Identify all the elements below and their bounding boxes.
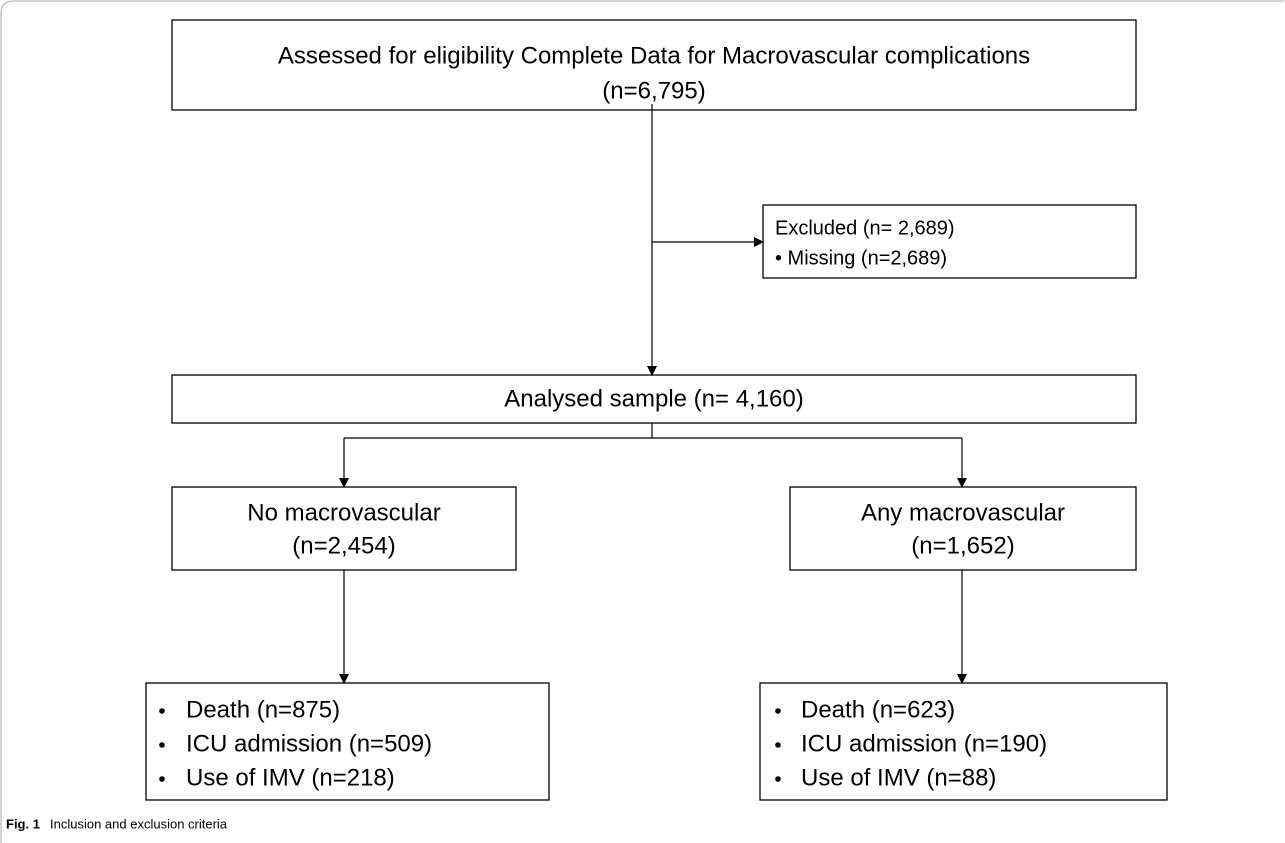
node-text: Use of IMV (n=218)	[186, 764, 395, 791]
node-text: Any macrovascular	[861, 499, 1065, 526]
box-excluded	[762, 204, 1137, 279]
bullet	[159, 708, 165, 714]
node-text: ICU admission (n=190)	[801, 730, 1047, 757]
node-text: Death (n=623)	[801, 696, 955, 723]
text-bg	[610, 80, 700, 104]
caption-text: Inclusion and exclusion criteria	[50, 816, 228, 831]
node-text: (n=6,795)	[602, 77, 705, 104]
bullet	[775, 708, 781, 714]
node-text: Assessed for eligibility Complete Data f…	[278, 42, 1030, 69]
bullet	[159, 776, 165, 782]
bullet	[159, 742, 165, 748]
node-text: (n=2,454)	[292, 532, 395, 559]
caption-label: Fig. 1	[6, 816, 40, 831]
bullet	[775, 776, 781, 782]
node-text: Death (n=875)	[186, 696, 340, 723]
bullet	[775, 742, 781, 748]
box-no-macro	[171, 486, 517, 571]
node-text: Excluded (n= 2,689)	[775, 217, 955, 239]
node-text: Analysed sample (n= 4,160)	[504, 385, 804, 412]
box-outcomes-left	[145, 682, 550, 801]
box-assessed	[171, 19, 1137, 111]
node-text: ICU admission (n=509)	[186, 730, 432, 757]
box-any-macro	[789, 486, 1137, 571]
node-text: • Missing (n=2,689)	[775, 247, 947, 269]
node-text: (n=1,652)	[911, 532, 1014, 559]
node-text: No macrovascular	[247, 499, 440, 526]
box-outcomes-right	[759, 682, 1168, 801]
node-text: Use of IMV (n=88)	[801, 764, 996, 791]
